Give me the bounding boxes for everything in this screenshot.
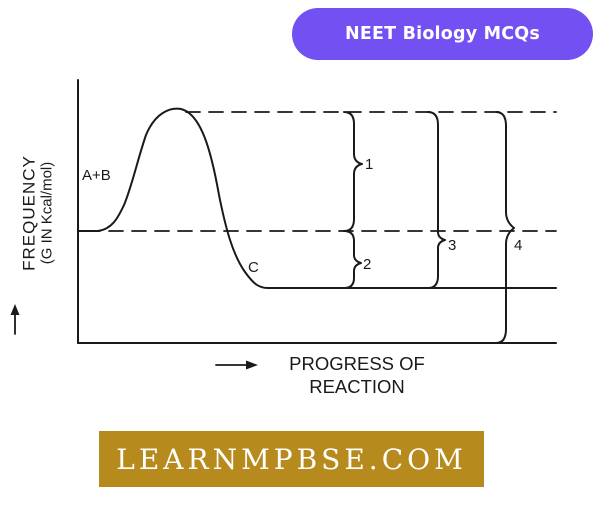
brace-2-label: 2 xyxy=(363,256,372,273)
reaction-energy-curve xyxy=(77,107,557,289)
brace-2 xyxy=(343,230,362,289)
brace-3 xyxy=(427,111,446,289)
brace-1 xyxy=(343,111,363,232)
y-direction-arrow-head xyxy=(10,304,20,315)
x-axis-label-line2: REACTION xyxy=(309,376,405,397)
brace-1-label: 1 xyxy=(365,156,374,173)
y-axis-label: FREQUENCY xyxy=(19,155,39,271)
x-axis-title: PROGRESS OF REACTION xyxy=(262,352,452,398)
site-badge: NEET Biology MCQs xyxy=(292,8,593,60)
reactants-label: A+B xyxy=(82,167,111,184)
brace-4 xyxy=(495,111,515,344)
x-direction-arrow-head xyxy=(246,360,258,370)
x-axis-label-line1: PROGRESS OF xyxy=(289,353,425,374)
y-axis-sublabel: (G IN Kcal/mol) xyxy=(38,161,56,265)
site-banner: LEARNMPBSE.COM xyxy=(99,431,484,487)
brace-4-label: 4 xyxy=(514,237,523,254)
product-label: C xyxy=(248,259,259,276)
brace-3-label: 3 xyxy=(448,237,457,254)
